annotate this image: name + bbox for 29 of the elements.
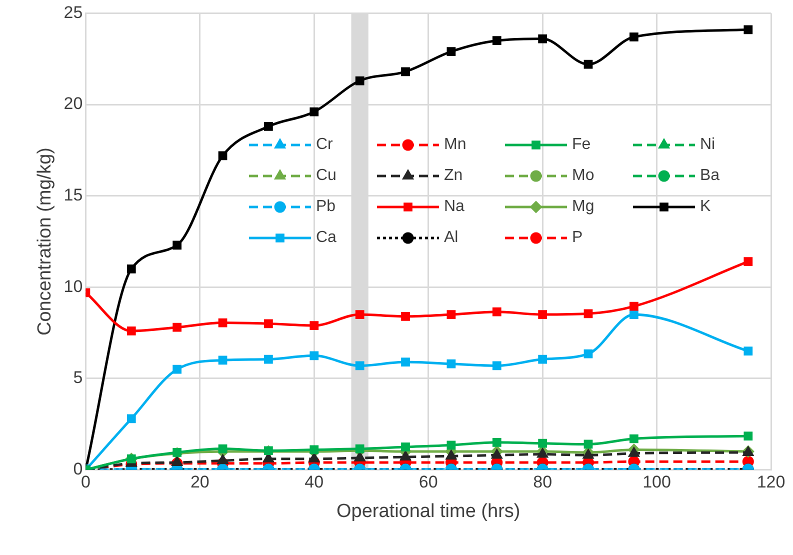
x-tick-label: 100	[642, 472, 671, 492]
x-axis-title: Operational time (hrs)	[336, 500, 520, 522]
legend-label: Pb	[316, 198, 336, 216]
legend-label: Mo	[572, 167, 594, 186]
legend-label: Zn	[444, 167, 463, 186]
legend-label: Mn	[444, 136, 466, 154]
legend-label: Ba	[700, 167, 720, 186]
x-tick-label: 80	[533, 472, 552, 492]
legend-label: Al	[444, 229, 458, 248]
legend-label: P	[572, 229, 583, 248]
y-axis-title: Concentration (mg/kg)	[34, 148, 56, 336]
y-tick-label: 5	[73, 368, 83, 388]
x-tick-label: 120	[756, 472, 786, 492]
legend-label: Cr	[316, 136, 333, 154]
y-tick-label: 20	[64, 94, 83, 114]
x-tick-label: 60	[418, 472, 438, 492]
y-tick-label: 25	[64, 2, 83, 22]
y-tick-label: 10	[64, 276, 83, 296]
y-tick-label: 0	[73, 459, 83, 478]
legend-label: Fe	[572, 136, 591, 154]
legend-label: Ca	[316, 229, 336, 248]
legend-label: Mg	[572, 198, 594, 216]
x-tick-label: 20	[190, 472, 210, 492]
x-tick-label: 40	[304, 472, 324, 492]
legend-label: Cu	[316, 167, 336, 186]
legend-label: K	[700, 198, 711, 216]
legend-label: Na	[444, 198, 464, 216]
y-tick-label: 15	[64, 186, 83, 205]
legend-label: Ni	[700, 136, 716, 154]
